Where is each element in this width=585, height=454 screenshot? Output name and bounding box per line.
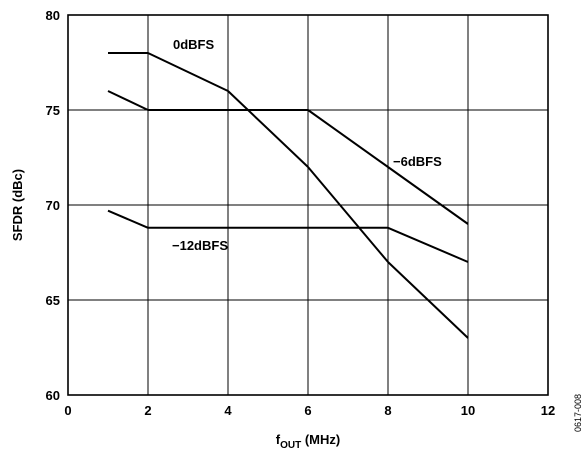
y-axis-title: SFDR (dBc) xyxy=(10,169,25,241)
y-tick-label: 75 xyxy=(46,103,60,118)
series-line-minus6dbfs xyxy=(107,90,469,225)
figure-id: 0617-008 xyxy=(573,394,583,432)
x-axis-title-unit: (MHz) xyxy=(301,432,340,447)
x-tick-label: 8 xyxy=(384,403,391,418)
series-line-0dbfs xyxy=(108,52,469,339)
y-tick-label: 70 xyxy=(46,198,60,213)
y-tick-label: 80 xyxy=(46,8,60,23)
series-label-minus6dbfs: −6dBFS xyxy=(393,154,442,169)
series-label-0dbfs: 0dBFS xyxy=(173,37,215,52)
x-tick-label: 2 xyxy=(144,403,151,418)
series-label-minus12dbfs: −12dBFS xyxy=(172,238,228,253)
grid xyxy=(68,15,548,395)
tick-labels: 0 2 4 6 8 10 12 60 65 70 75 80 xyxy=(46,8,556,418)
x-tick-label: 10 xyxy=(461,403,475,418)
x-tick-label: 0 xyxy=(64,403,71,418)
series-line-minus12dbfs xyxy=(107,209,469,263)
series-lines xyxy=(107,52,469,339)
y-tick-label: 65 xyxy=(46,293,60,308)
x-axis-title-sub: OUT xyxy=(280,440,301,451)
x-axis-title-main: f xyxy=(276,432,281,447)
x-tick-label: 4 xyxy=(224,403,232,418)
x-axis-title: fOUT (MHz) xyxy=(276,432,340,451)
plot-frame xyxy=(67,14,549,396)
y-tick-label: 60 xyxy=(46,388,60,403)
x-tick-label: 6 xyxy=(304,403,311,418)
x-tick-label: 12 xyxy=(541,403,555,418)
